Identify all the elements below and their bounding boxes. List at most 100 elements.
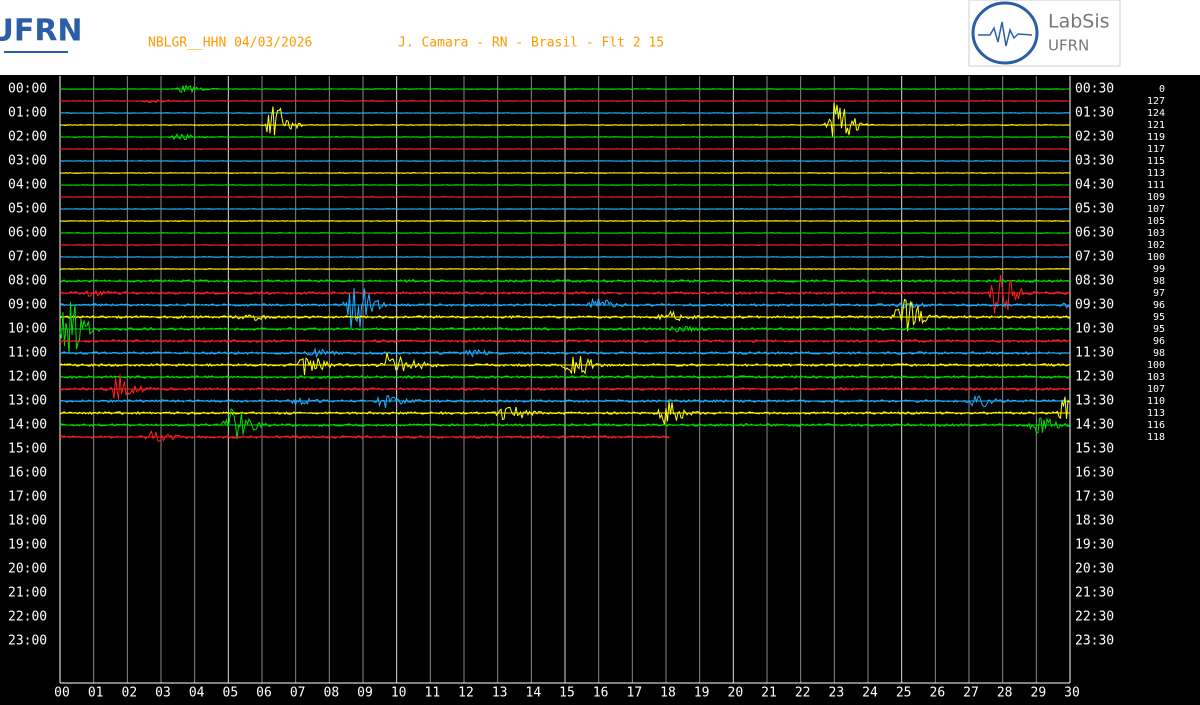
right-time-label: 13:30 [1075,394,1114,409]
right-time-label: 21:30 [1075,586,1114,601]
left-time-label: 20:00 [8,562,47,577]
left-time-label: 11:00 [8,346,47,361]
trace [59,133,1070,141]
trace [59,160,1070,162]
count-label: 96 [1153,336,1165,347]
left-time-label: 05:00 [8,202,47,217]
logo-right: LabSis UFRN [968,0,1121,67]
right-time-label: 03:30 [1075,154,1114,169]
left-time-label: 03:00 [8,154,47,169]
count-label: 103 [1147,372,1165,383]
right-time-label: 04:30 [1075,178,1114,193]
left-time-label: 18:00 [8,514,47,529]
x-tick-label: 04 [189,686,205,701]
left-time-label: 15:00 [8,442,47,457]
trace [59,288,1070,329]
right-time-label: 15:30 [1075,442,1114,457]
left-time-label: 10:00 [8,322,47,337]
right-time-label: 05:30 [1075,202,1114,217]
left-time-label: 04:00 [8,178,47,193]
logo-ufrn: UFRN [0,14,83,49]
trace [59,184,1070,186]
count-label: 127 [1147,96,1165,107]
count-label: 113 [1147,408,1165,419]
x-tick-label: 20 [728,686,744,701]
count-label: 97 [1153,288,1165,299]
x-tick-label: 17 [627,686,643,701]
x-tick-label: 09 [357,686,373,701]
trace [60,268,1070,270]
trace [59,338,1070,343]
left-time-label: 08:00 [8,274,47,289]
count-label: 113 [1147,168,1165,179]
x-tick-label: 00 [54,686,70,701]
trace [59,374,1070,380]
left-time-label: 22:00 [8,610,47,625]
x-tick-label: 03 [155,686,171,701]
trace [59,394,1070,408]
trace [59,352,1070,376]
count-label: 0 [1159,84,1165,95]
right-time-label: 06:30 [1075,226,1114,241]
right-time-label: 20:30 [1075,562,1114,577]
x-tick-label: 21 [761,686,777,701]
logo-subtitle: UFRN [1048,37,1089,55]
right-time-label: 17:30 [1075,490,1114,505]
x-tick-label: 01 [88,686,104,701]
right-time-label: 02:30 [1075,130,1114,145]
x-tick-label: 13 [492,686,508,701]
location-title: J. Camara - RN - Brasil - Flt 2 15 [398,36,664,51]
count-label: 103 [1147,228,1165,239]
x-tick-label: 02 [122,686,138,701]
x-tick-label: 12 [458,686,474,701]
trace [59,232,1070,234]
trace [59,298,1070,332]
right-time-label: 09:30 [1075,298,1114,313]
right-time-label: 22:30 [1075,610,1114,625]
left-time-label: 16:00 [8,466,47,481]
count-label: 109 [1147,192,1165,203]
count-label: 102 [1147,240,1165,251]
x-tick-label: 24 [862,686,878,701]
left-time-label: 06:00 [8,226,47,241]
x-tick-label: 23 [829,686,845,701]
x-tick-label: 30 [1064,686,1080,701]
logo-left: UFRN [0,14,83,53]
trace [59,396,1070,425]
plot-bg [0,75,1200,705]
x-tick-label: 28 [997,686,1013,701]
x-tick-label: 05 [223,686,239,701]
count-label: 96 [1153,300,1165,311]
x-tick-label: 14 [526,686,542,701]
trace [59,301,1070,354]
count-label: 98 [1153,276,1165,287]
right-time-label: 12:30 [1075,370,1114,385]
logo-title: LabSis [1048,11,1110,33]
trace [59,256,1070,258]
trace [59,220,1070,222]
left-time-label: 00:00 [8,82,47,97]
right-time-label: 07:30 [1075,250,1114,265]
logo-box [968,0,1121,67]
x-tick-label: 10 [391,686,407,701]
left-time-label: 17:00 [8,490,47,505]
left-time-label: 14:00 [8,418,47,433]
trace [59,84,1070,95]
count-label: 115 [1147,156,1165,167]
x-tick-label: 25 [896,686,912,701]
trace [59,430,670,443]
trace [59,112,1070,114]
x-tick-label: 06 [256,686,272,701]
left-time-label: 23:00 [8,634,47,649]
count-label: 105 [1147,216,1165,227]
right-time-label: 08:30 [1075,274,1114,289]
right-time-label: 23:30 [1075,634,1114,649]
right-time-label: 18:30 [1075,514,1114,529]
trace [59,347,1070,359]
trace [60,99,1070,104]
count-label: 100 [1147,252,1165,263]
count-label: 100 [1147,360,1165,371]
count-label: 98 [1153,348,1165,359]
x-tick-label: 27 [963,686,979,701]
